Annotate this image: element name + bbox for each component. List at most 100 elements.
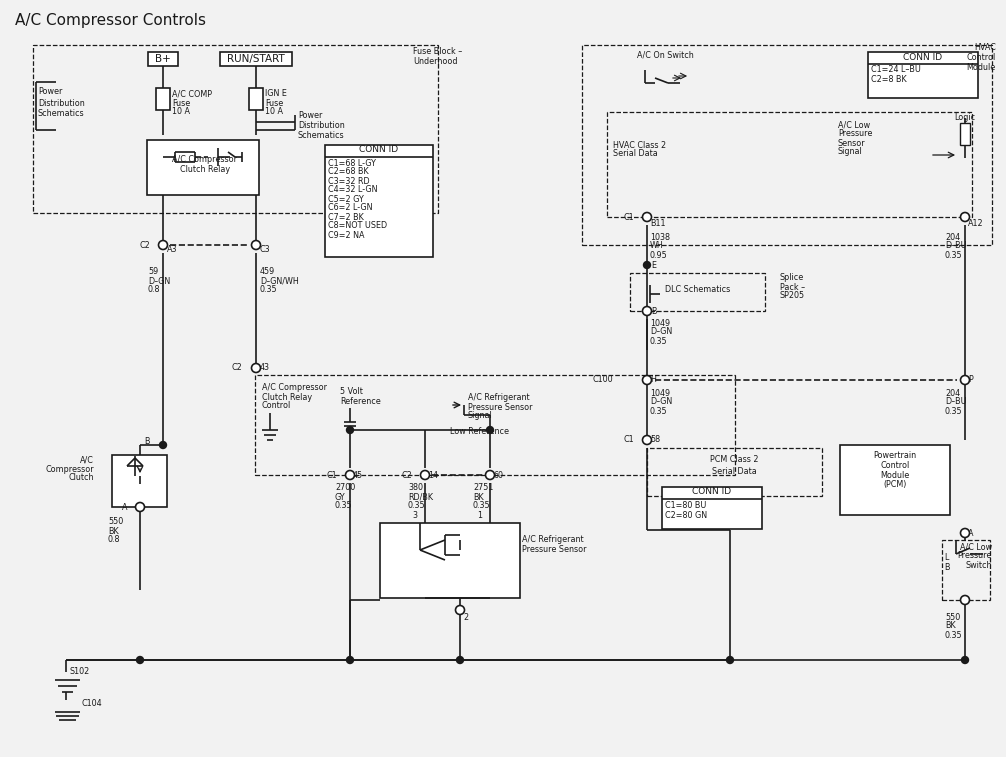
Circle shape bbox=[346, 656, 353, 663]
Text: GY: GY bbox=[335, 493, 346, 501]
Text: C6=2 L-GN: C6=2 L-GN bbox=[328, 204, 372, 213]
Text: C2=80 GN: C2=80 GN bbox=[665, 512, 707, 521]
Bar bbox=[942, 540, 990, 600]
Text: Reference: Reference bbox=[340, 397, 380, 406]
Text: Power: Power bbox=[298, 111, 322, 120]
Text: 2700: 2700 bbox=[335, 484, 355, 493]
Text: 550: 550 bbox=[945, 612, 961, 621]
Circle shape bbox=[643, 375, 652, 385]
Text: Pressure Sensor: Pressure Sensor bbox=[522, 546, 586, 554]
Text: BK: BK bbox=[108, 527, 119, 535]
Circle shape bbox=[346, 426, 353, 434]
Text: A/C Low: A/C Low bbox=[960, 543, 992, 552]
Text: HVAC: HVAC bbox=[974, 43, 996, 52]
Text: 0.35: 0.35 bbox=[945, 631, 963, 640]
Text: C4=32 L-GN: C4=32 L-GN bbox=[328, 185, 377, 195]
Text: D–GN/WH: D–GN/WH bbox=[260, 276, 299, 285]
Text: C5=2 GY: C5=2 GY bbox=[328, 195, 364, 204]
Text: D–GN: D–GN bbox=[148, 276, 170, 285]
Text: Logic: Logic bbox=[954, 114, 975, 123]
Text: Powertrain: Powertrain bbox=[873, 450, 916, 459]
Text: C1: C1 bbox=[624, 213, 634, 222]
Text: 10 A: 10 A bbox=[172, 107, 190, 117]
Text: S102: S102 bbox=[70, 668, 91, 677]
Text: D–GN: D–GN bbox=[650, 328, 672, 337]
Text: C9=2 NA: C9=2 NA bbox=[328, 230, 364, 239]
Circle shape bbox=[643, 307, 652, 316]
Text: L: L bbox=[944, 553, 949, 562]
Text: 2: 2 bbox=[463, 612, 468, 621]
Bar bbox=[662, 487, 762, 529]
Circle shape bbox=[345, 471, 354, 479]
Text: 60: 60 bbox=[494, 471, 504, 479]
Circle shape bbox=[487, 426, 494, 434]
Text: Schematics: Schematics bbox=[38, 110, 85, 119]
Text: C2: C2 bbox=[401, 471, 412, 479]
Text: A/C Compressor Controls: A/C Compressor Controls bbox=[15, 13, 206, 27]
Bar bbox=[255, 375, 735, 475]
Text: RUN/START: RUN/START bbox=[227, 54, 285, 64]
Circle shape bbox=[644, 261, 651, 269]
Bar bbox=[220, 52, 292, 66]
Circle shape bbox=[421, 471, 430, 479]
Text: C2: C2 bbox=[231, 363, 242, 372]
Text: A/C Compressor: A/C Compressor bbox=[172, 155, 237, 164]
Text: 10 A: 10 A bbox=[265, 107, 283, 117]
Text: HVAC Class 2: HVAC Class 2 bbox=[613, 141, 666, 149]
Circle shape bbox=[961, 213, 970, 222]
Bar bbox=[607, 112, 972, 217]
Circle shape bbox=[726, 656, 733, 663]
Text: A: A bbox=[122, 503, 127, 512]
Text: IGN E: IGN E bbox=[265, 89, 287, 98]
Text: 45: 45 bbox=[353, 471, 363, 479]
Text: A/C Low: A/C Low bbox=[838, 120, 870, 129]
Text: Control: Control bbox=[262, 401, 292, 410]
Circle shape bbox=[961, 375, 970, 385]
Text: 550: 550 bbox=[108, 518, 124, 527]
Text: B: B bbox=[944, 562, 950, 572]
Bar bbox=[33, 45, 438, 213]
Bar bbox=[630, 273, 765, 311]
Text: PCM Class 2: PCM Class 2 bbox=[710, 456, 759, 465]
Text: C7=2 BK: C7=2 BK bbox=[328, 213, 364, 222]
Text: Module: Module bbox=[967, 63, 996, 71]
Text: 204: 204 bbox=[945, 388, 960, 397]
Bar bbox=[647, 448, 822, 496]
Text: Clutch Relay: Clutch Relay bbox=[262, 392, 312, 401]
Text: 0.8: 0.8 bbox=[108, 535, 121, 544]
Text: 59: 59 bbox=[148, 267, 158, 276]
Text: Module: Module bbox=[880, 471, 909, 479]
Circle shape bbox=[457, 656, 464, 663]
Text: C1=80 BU: C1=80 BU bbox=[665, 501, 706, 510]
Bar bbox=[249, 88, 263, 110]
Text: D–GN: D–GN bbox=[650, 397, 672, 407]
Bar bbox=[147, 140, 259, 195]
Text: C3: C3 bbox=[260, 245, 271, 254]
Text: D–BU: D–BU bbox=[945, 241, 967, 251]
Circle shape bbox=[961, 596, 970, 605]
Text: C2: C2 bbox=[139, 241, 150, 250]
Text: DLC Schematics: DLC Schematics bbox=[665, 285, 730, 294]
Text: 0.35: 0.35 bbox=[945, 407, 963, 416]
Text: Distribution: Distribution bbox=[38, 98, 85, 107]
Text: Serial Data: Serial Data bbox=[613, 149, 658, 158]
Text: Power: Power bbox=[38, 88, 62, 96]
Text: B: B bbox=[145, 437, 150, 446]
Text: C2=8 BK: C2=8 BK bbox=[871, 76, 906, 85]
Text: A3: A3 bbox=[167, 245, 177, 254]
Text: Pressure: Pressure bbox=[958, 552, 992, 560]
Text: Control: Control bbox=[967, 52, 996, 61]
Text: B: B bbox=[651, 307, 657, 316]
Text: Signal: Signal bbox=[468, 412, 493, 420]
Text: C100: C100 bbox=[593, 375, 613, 385]
Text: Schematics: Schematics bbox=[298, 132, 345, 141]
Text: Clutch: Clutch bbox=[68, 473, 94, 482]
Circle shape bbox=[961, 528, 970, 537]
Bar bbox=[960, 123, 970, 145]
Text: Serial Data: Serial Data bbox=[711, 466, 757, 475]
Text: Sensor: Sensor bbox=[838, 139, 865, 148]
Text: Pack –: Pack – bbox=[780, 282, 805, 291]
Text: C1: C1 bbox=[326, 471, 337, 479]
Text: 14: 14 bbox=[428, 471, 438, 479]
Text: 2751: 2751 bbox=[473, 484, 493, 493]
